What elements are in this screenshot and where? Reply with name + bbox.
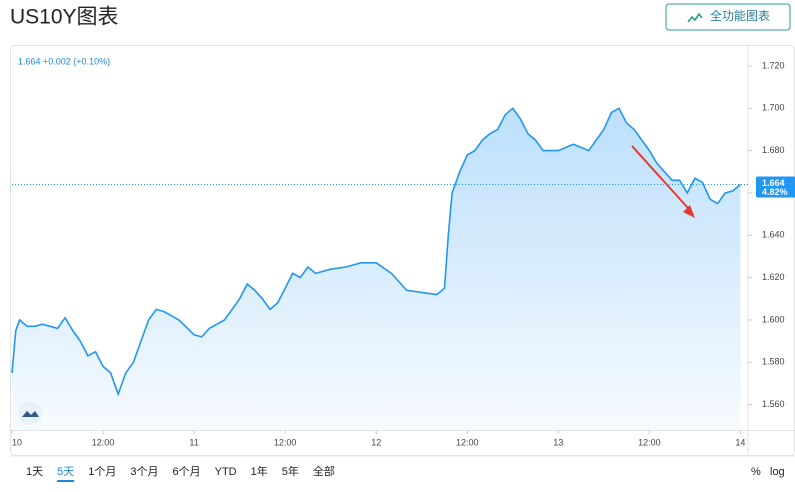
range-button[interactable]: 1个月 — [88, 465, 116, 478]
range-button[interactable]: 全部 — [313, 464, 335, 478]
y-tick-label: 1.600 — [762, 314, 785, 324]
price-tag-value: 1.664 — [762, 178, 785, 188]
annotation-arrow — [631, 145, 689, 209]
x-tick-label: 11 — [189, 437, 198, 447]
range-button[interactable]: 5天 — [57, 466, 74, 478]
y-tick-label: 1.700 — [762, 103, 785, 113]
range-button[interactable]: YTD — [215, 466, 237, 478]
x-tick-label: 12:00 — [638, 437, 661, 447]
annotation-arrowhead — [683, 205, 695, 218]
price-line — [11, 107, 741, 397]
logo-mark — [22, 411, 39, 417]
logo — [18, 401, 42, 425]
quote: 1.664 +0.002 (+0.10%) — [18, 56, 110, 66]
y-tick-label: 1.580 — [762, 357, 785, 367]
area-fill — [12, 108, 741, 431]
x-tick-label: 12:00 — [274, 437, 297, 447]
range-button[interactable]: 3个月 — [130, 465, 158, 478]
price-tag-change: 4.82% — [762, 187, 788, 197]
range-button[interactable]: 6个月 — [173, 465, 201, 478]
range-button[interactable]: 1年 — [251, 464, 268, 478]
y-tick-label: 1.680 — [762, 145, 785, 155]
page-title: US10Y图表 — [10, 6, 119, 29]
x-tick-label: 12 — [371, 437, 381, 447]
x-tick-label: 12:00 — [456, 437, 479, 447]
x-tick-label: 14 — [735, 437, 745, 447]
scale-option[interactable]: log — [770, 466, 785, 478]
full-chart-button[interactable] — [665, 3, 791, 31]
full-chart-button-label[interactable]: 全功能图表 — [710, 8, 770, 23]
y-tick-label: 1.640 — [762, 230, 785, 240]
y-tick-label: 1.620 — [762, 272, 785, 282]
chart-icon — [687, 12, 703, 23]
range-button[interactable]: 5年 — [282, 464, 299, 478]
range-button[interactable]: 1天 — [26, 466, 43, 478]
x-tick-label: 10 — [12, 437, 22, 447]
scale-option[interactable]: % — [751, 466, 761, 478]
y-tick-label: 1.720 — [762, 60, 785, 70]
price-tag — [756, 176, 795, 198]
x-tick-label: 12:00 — [92, 437, 115, 447]
x-tick-label: 13 — [553, 437, 563, 447]
y-tick-label: 1.560 — [762, 399, 785, 409]
